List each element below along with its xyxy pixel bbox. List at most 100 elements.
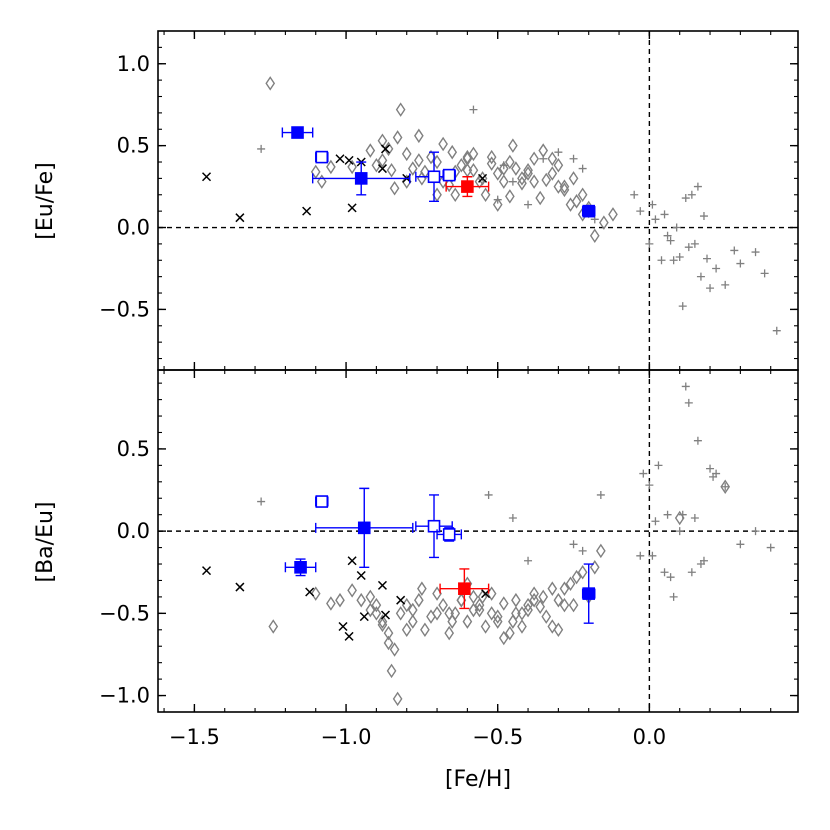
plus-point bbox=[651, 517, 660, 526]
diamond-point bbox=[417, 581, 427, 596]
plus-point bbox=[721, 482, 730, 491]
plus-point bbox=[678, 302, 687, 311]
diamond-point bbox=[535, 599, 546, 615]
plus-point bbox=[699, 212, 708, 221]
diamond-point bbox=[559, 581, 570, 596]
diamond-point bbox=[420, 622, 430, 638]
diamond-point bbox=[365, 602, 376, 618]
diamond-point bbox=[498, 630, 509, 646]
plus-point bbox=[508, 177, 517, 186]
plus-point bbox=[539, 154, 548, 163]
filled-square-point bbox=[582, 587, 596, 600]
diamond-point bbox=[386, 663, 397, 679]
plus-point bbox=[730, 246, 739, 255]
top-ticks: −0.5 0.0 0.5 1.0 bbox=[99, 31, 798, 370]
diamond-point bbox=[547, 619, 558, 634]
cross-point bbox=[377, 580, 387, 590]
filled-square-point bbox=[582, 204, 596, 218]
diamond-point bbox=[383, 141, 394, 157]
diamond-point bbox=[517, 619, 527, 634]
plus-point bbox=[721, 280, 730, 289]
filled-square-point bbox=[354, 172, 368, 185]
diamond-point bbox=[608, 207, 618, 222]
diamond-point bbox=[316, 174, 327, 189]
plus-point bbox=[578, 164, 587, 173]
plus-point bbox=[663, 231, 672, 240]
cross-point bbox=[235, 582, 245, 592]
diamond-point bbox=[420, 164, 430, 180]
diamond-point bbox=[568, 171, 579, 186]
diamond-point bbox=[577, 187, 588, 203]
y-tick-label: 0.0 bbox=[117, 519, 150, 543]
diamond-point bbox=[517, 606, 527, 621]
plus-point bbox=[596, 490, 605, 499]
diamond-point bbox=[523, 602, 533, 618]
diamond-point bbox=[559, 597, 570, 613]
plus-point bbox=[639, 469, 648, 478]
plus-point bbox=[751, 248, 760, 257]
open-square-point bbox=[427, 170, 441, 184]
open-square-point bbox=[442, 528, 456, 541]
diamond-point bbox=[377, 614, 388, 629]
diamond-point bbox=[599, 215, 609, 230]
diamond-point bbox=[401, 622, 412, 638]
diamond-point bbox=[414, 153, 424, 168]
plus-point bbox=[696, 272, 705, 281]
open-square-point bbox=[442, 168, 456, 182]
plus-point bbox=[651, 215, 660, 224]
plus-point bbox=[672, 223, 681, 232]
plus-point bbox=[660, 210, 669, 219]
cross-point bbox=[377, 164, 387, 174]
x-tick-label: −1.5 bbox=[169, 725, 220, 749]
diamond-point bbox=[523, 166, 533, 181]
plus-point bbox=[257, 144, 266, 153]
diamond-point bbox=[547, 166, 558, 181]
diamond-point bbox=[447, 144, 458, 160]
diamond-point bbox=[401, 146, 412, 162]
diamond-point bbox=[529, 174, 539, 189]
cross-point bbox=[235, 213, 245, 223]
x-tick-label: 0.0 bbox=[633, 725, 666, 749]
diamond-point bbox=[326, 596, 336, 611]
plus-point bbox=[760, 269, 769, 278]
diamond-point bbox=[720, 479, 731, 495]
diamond-point bbox=[596, 543, 606, 559]
filled-square-point bbox=[458, 582, 471, 595]
diamond-point bbox=[498, 174, 509, 189]
x-axis-label: [Fe/H] bbox=[445, 767, 511, 792]
plus-point bbox=[636, 551, 645, 560]
plus-point bbox=[678, 510, 687, 519]
panel-bottom: −1.0 −0.5 0.0 0.5 [Ba/Eu] bbox=[33, 369, 799, 713]
filled-square-point bbox=[291, 126, 304, 139]
diamond-point bbox=[356, 592, 367, 608]
cross-point bbox=[302, 206, 312, 216]
top-data-points bbox=[202, 76, 781, 335]
diamond-point bbox=[268, 619, 279, 634]
plus-point bbox=[493, 195, 502, 204]
diamond-point bbox=[565, 576, 576, 592]
plus-point bbox=[657, 256, 666, 265]
open-square-point bbox=[427, 519, 441, 533]
diamond-point bbox=[347, 583, 357, 598]
panel-top: −0.5 0.0 0.5 1.0 [Eu/Fe] bbox=[33, 30, 799, 371]
y-tick-label: 0.0 bbox=[117, 216, 150, 240]
cross-point bbox=[380, 144, 391, 154]
filled-square-point bbox=[294, 561, 307, 574]
diamond-point bbox=[553, 592, 564, 608]
diamond-point bbox=[568, 597, 579, 613]
diamond-point bbox=[389, 180, 400, 196]
y-tick-label: 0.5 bbox=[117, 134, 150, 158]
y-tick-label: 0.5 bbox=[117, 437, 150, 461]
plus-point bbox=[660, 568, 669, 577]
plus-point bbox=[636, 207, 645, 216]
diamond-point bbox=[347, 159, 357, 175]
plus-point bbox=[654, 461, 663, 470]
plus-point bbox=[469, 105, 478, 114]
plus-point bbox=[706, 284, 715, 293]
plus-point bbox=[690, 239, 699, 248]
plus-point bbox=[772, 326, 781, 335]
plus-point bbox=[524, 556, 533, 565]
plus-point bbox=[645, 481, 654, 490]
cross-point bbox=[356, 570, 366, 581]
